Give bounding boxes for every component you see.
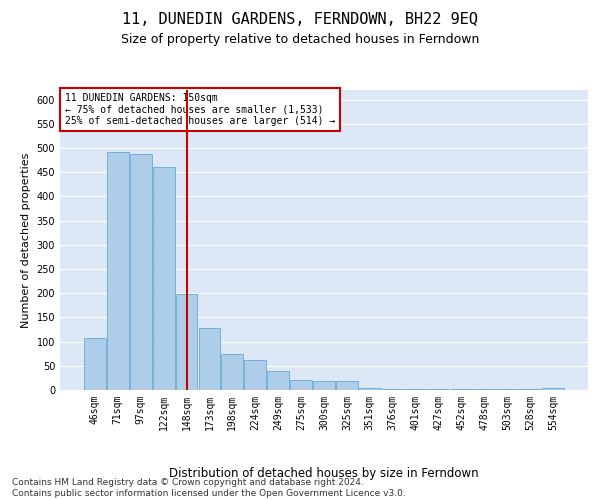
Bar: [336, 382, 358, 390]
Bar: [267, 370, 289, 390]
Bar: [542, 388, 564, 390]
Bar: [221, 354, 243, 390]
Bar: [199, 328, 220, 390]
Text: 11 DUNEDIN GARDENS: 150sqm
← 75% of detached houses are smaller (1,533)
25% of s: 11 DUNEDIN GARDENS: 150sqm ← 75% of deta…: [65, 93, 335, 126]
Bar: [290, 380, 312, 390]
Bar: [451, 389, 472, 390]
Bar: [496, 389, 518, 390]
Text: Distribution of detached houses by size in Ferndown: Distribution of detached houses by size …: [169, 467, 479, 480]
Bar: [520, 389, 541, 390]
Bar: [405, 389, 427, 390]
Text: 11, DUNEDIN GARDENS, FERNDOWN, BH22 9EQ: 11, DUNEDIN GARDENS, FERNDOWN, BH22 9EQ: [122, 12, 478, 28]
Bar: [244, 360, 266, 390]
Bar: [130, 154, 152, 390]
Bar: [428, 389, 449, 390]
Bar: [473, 389, 495, 390]
Text: Contains HM Land Registry data © Crown copyright and database right 2024.
Contai: Contains HM Land Registry data © Crown c…: [12, 478, 406, 498]
Bar: [382, 389, 404, 390]
Bar: [153, 168, 175, 390]
Text: Size of property relative to detached houses in Ferndown: Size of property relative to detached ho…: [121, 32, 479, 46]
Y-axis label: Number of detached properties: Number of detached properties: [21, 152, 31, 328]
Bar: [84, 338, 106, 390]
Bar: [176, 294, 197, 390]
Bar: [359, 388, 381, 390]
Bar: [313, 382, 335, 390]
Bar: [107, 152, 128, 390]
